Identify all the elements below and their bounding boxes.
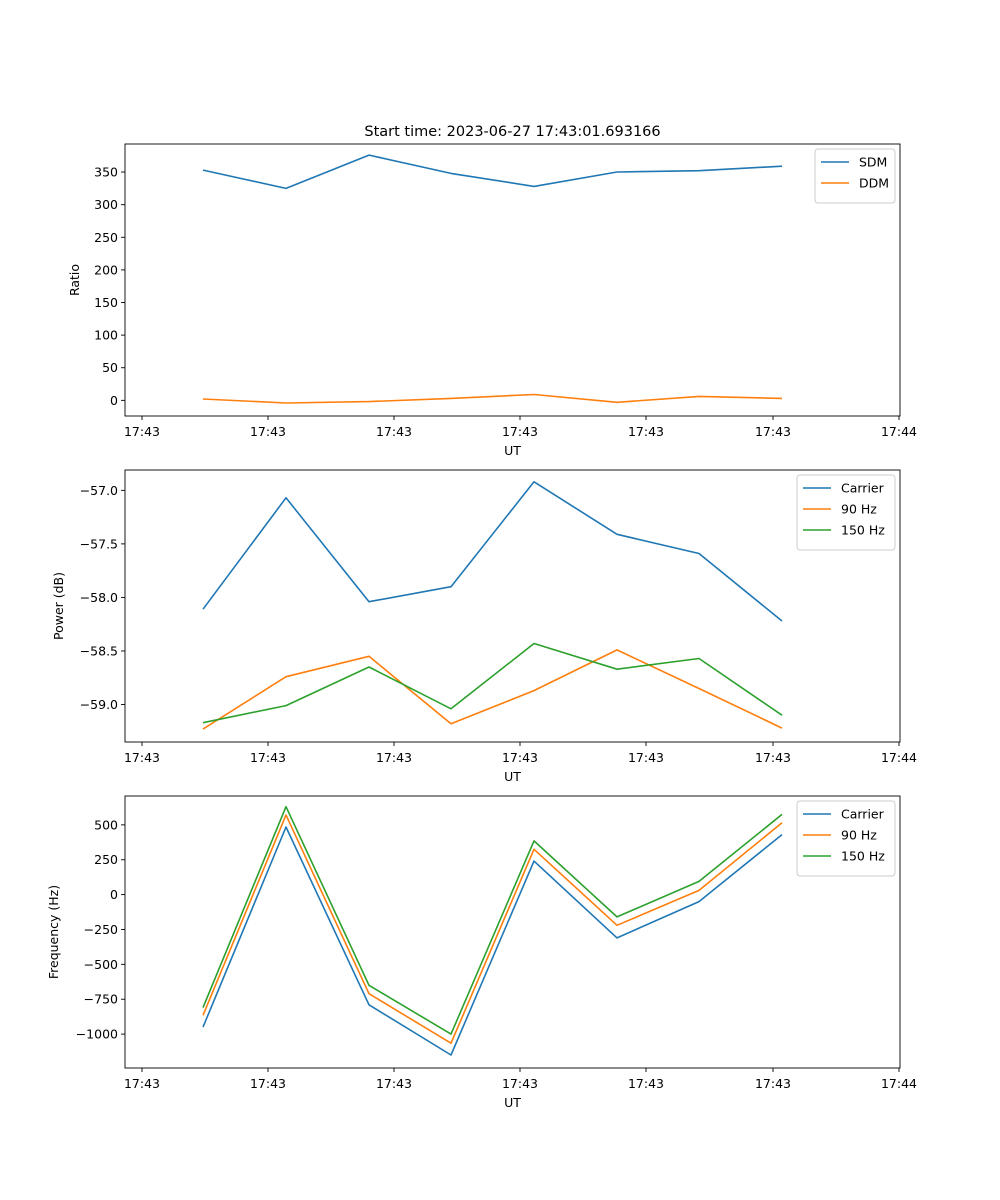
legend-label: 150 Hz [841,849,885,864]
legend: Carrier 90 Hz 150 Hz [796,474,896,551]
series-line-sdm [202,154,783,190]
y-axis-label: Power (dB) [51,572,66,640]
x-axis-label: UT [504,1095,521,1110]
y-tick-label: −59.0 [80,697,118,712]
x-tick-label: 17:43 [502,1076,538,1091]
x-tick-label: 17:43 [124,1076,160,1091]
y-tick-label: −750 [84,992,118,1007]
series-line-150-hz [202,805,783,1035]
legend-label: 90 Hz [841,828,877,843]
x-tick-label: 17:43 [376,424,412,439]
chart-panel-3: −1000 −750 −500 −250 0 250 500 17:43 17:43 17:43 1… [46,795,917,1110]
x-tick-label: 17:43 [502,424,538,439]
x-tick-label: 17:43 [755,750,791,765]
legend: SDM DDM [814,148,896,204]
y-tick-label: 350 [94,165,118,180]
y-tick-label: −57.0 [80,483,118,498]
legend-box [796,800,896,877]
x-tick-label: 17:43 [755,424,791,439]
y-tick-label: 500 [94,817,118,832]
x-axis-label: UT [504,769,521,784]
x-tick-label: 17:43 [502,750,538,765]
y-axis-label: Ratio [67,264,82,296]
y-tick-label: −58.5 [80,643,118,658]
y-tick-label: −500 [84,957,118,972]
y-tick-label: 0 [110,393,118,408]
figure-title: Start time: 2023-06-27 17:43:01.693166 [364,124,660,140]
y-tick-label: −58.0 [80,590,118,605]
x-tick-label: 17:43 [755,1076,791,1091]
y-tick-label: −57.5 [80,536,118,551]
series-line-150-hz [202,642,783,724]
x-tick-label: 17:44 [881,750,917,765]
x-tick-label: 17:44 [881,424,917,439]
axes-frame [124,143,901,417]
x-tick-label: 17:43 [628,750,664,765]
series-line-carrier [202,480,783,622]
x-tick-label: 17:43 [376,750,412,765]
y-tick-label: 200 [94,262,118,277]
x-tick-label: 17:43 [628,1076,664,1091]
chart-panel-1: 0 50 100 150 200 250 300 350 17:43 17:43 17:43 17:4… [67,143,917,458]
axes-frame [124,795,901,1069]
x-tick-label: 17:43 [628,424,664,439]
y-tick-label: 100 [94,328,118,343]
series-line-carrier [202,826,783,1056]
y-tick-label: 250 [94,230,118,245]
y-tick-label: 150 [94,295,118,310]
axes-frame [124,469,901,743]
y-tick-label: 0 [110,887,118,902]
y-tick-label: 50 [102,360,118,375]
legend-box [796,474,896,551]
series-line-ddm [202,393,783,404]
x-tick-label: 17:43 [250,424,286,439]
x-tick-label: 17:44 [881,1076,917,1091]
legend-label: DDM [859,176,889,191]
chart-panel-2: −59.0 −58.5 −58.0 −57.5 −57.0 17:43 17:43 17:43… [51,469,917,784]
legend: Carrier 90 Hz 150 Hz [796,800,896,877]
y-tick-label: −250 [84,922,118,937]
series-line-90-hz [202,814,783,1044]
legend-label: Carrier [841,807,885,822]
x-tick-label: 17:43 [250,750,286,765]
x-tick-label: 17:43 [124,424,160,439]
legend-label: 150 Hz [841,523,885,538]
series-line-90-hz [202,649,783,730]
y-tick-label: −1000 [76,1027,118,1042]
x-axis-label: UT [504,443,521,458]
x-tick-label: 17:43 [376,1076,412,1091]
y-axis-label: Frequency (Hz) [46,885,61,979]
y-tick-label: 300 [94,197,118,212]
legend-label: 90 Hz [841,502,877,517]
legend-label: Carrier [841,481,885,496]
x-tick-label: 17:43 [250,1076,286,1091]
y-tick-label: 250 [94,852,118,867]
legend-label: SDM [859,155,887,170]
x-tick-label: 17:43 [124,750,160,765]
